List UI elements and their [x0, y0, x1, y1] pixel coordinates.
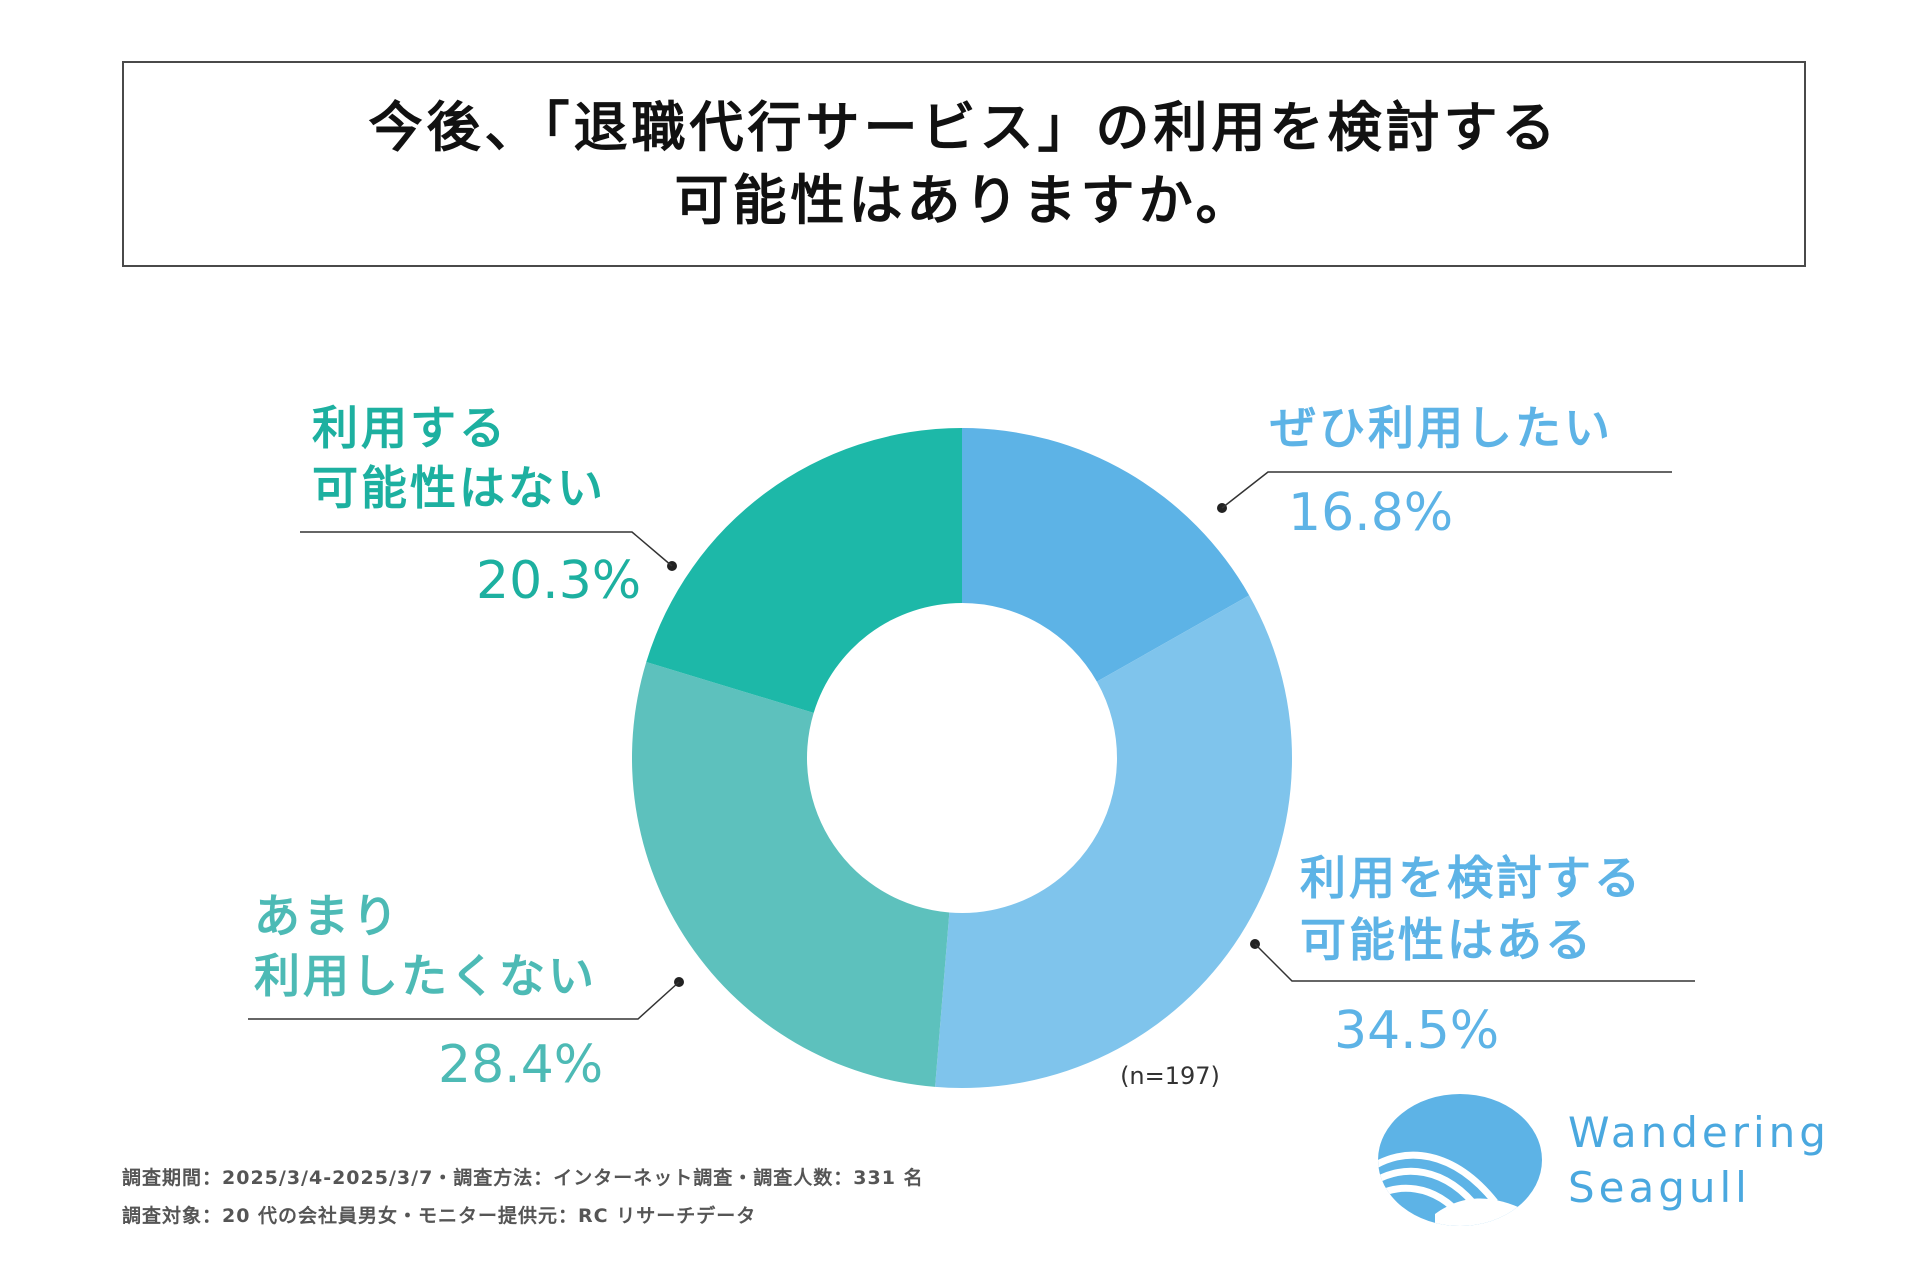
- sample-size-note: (n=197): [1120, 1062, 1220, 1090]
- survey-info-line-1: 調査期間：2025/3/4-2025/3/7・調査方法：インターネット調査・調査…: [122, 1167, 924, 1189]
- slice-value-label-4: 20.3%: [476, 551, 641, 611]
- slice-category-label-2-2: 可能性はある: [1300, 913, 1594, 967]
- donut-slices: [631, 428, 1292, 1088]
- leader-line-1: [1221, 471, 1672, 509]
- donut-slice-3: [631, 661, 950, 1087]
- brand-name-line-1: Wandering: [1568, 1108, 1830, 1157]
- leader-line-4: [300, 531, 673, 567]
- chart-title-line-1: 今後、「退職代行サービス」の利用を検討する: [368, 95, 1560, 159]
- donut-slice-4: [646, 428, 962, 713]
- leader-line-3: [248, 981, 680, 1020]
- donut-slice-1: [962, 428, 1250, 682]
- wandering-seagull-logo-icon: [1378, 1094, 1542, 1226]
- slice-category-label-2-1: 利用を検討する: [1300, 851, 1643, 905]
- slice-value-label-1: 16.8%: [1288, 483, 1453, 543]
- slice-value-label-2: 34.5%: [1334, 1001, 1499, 1061]
- brand-name-line-2: Seagull: [1568, 1163, 1751, 1212]
- leader-line-2: [1254, 943, 1695, 982]
- slice-category-label-4-1: 利用する: [312, 401, 508, 455]
- donut-slice-2: [935, 595, 1292, 1088]
- leader-lines: [248, 471, 1695, 1020]
- survey-info-line-2: 調査対象：20 代の会社員男女・モニター提供元：RC リサーチデータ: [122, 1205, 757, 1227]
- chart-title-line-2: 可能性はありますか。: [674, 169, 1254, 232]
- slice-value-label-3: 28.4%: [438, 1035, 603, 1095]
- slice-category-label-3-2: 利用したくない: [254, 949, 597, 1003]
- slice-category-label-3-1: あまり: [254, 889, 401, 943]
- slice-category-label-1-1: ぜひ利用したい: [1270, 401, 1613, 455]
- title-box: 今後、「退職代行サービス」の利用を検討する 可能性はありますか。: [122, 61, 1806, 267]
- slice-category-label-4-2: 可能性はない: [312, 461, 606, 515]
